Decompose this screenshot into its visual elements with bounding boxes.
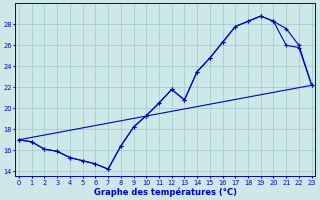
- X-axis label: Graphe des températures (°C): Graphe des températures (°C): [94, 187, 237, 197]
